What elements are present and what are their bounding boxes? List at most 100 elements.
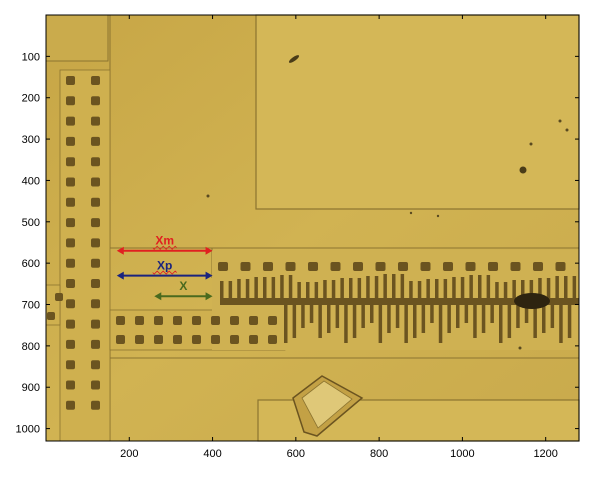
debris-particle bbox=[529, 142, 533, 146]
x-axis: 200 400 600 800 1000 1200 bbox=[120, 15, 558, 460]
comb-finger bbox=[456, 303, 460, 328]
comb-finger bbox=[374, 276, 379, 300]
comb-finger bbox=[567, 303, 572, 338]
comb-pad bbox=[465, 262, 476, 271]
debris-particle bbox=[288, 55, 300, 63]
comb-finger bbox=[280, 275, 284, 300]
via-pad bbox=[91, 136, 100, 146]
via-pad bbox=[91, 177, 100, 187]
comb-fingers-top bbox=[220, 274, 577, 300]
comb-finger bbox=[314, 282, 319, 300]
comb-finger bbox=[460, 277, 465, 300]
comb-finger bbox=[413, 303, 417, 338]
defect-blob bbox=[514, 293, 550, 309]
comb-finger bbox=[387, 303, 391, 333]
comb-pad bbox=[285, 262, 296, 271]
via-pad bbox=[211, 335, 220, 344]
comb-finger bbox=[404, 303, 408, 343]
via-pad bbox=[47, 312, 55, 320]
comb-finger bbox=[542, 303, 546, 333]
y-tick-label: 900 bbox=[22, 382, 40, 394]
via-pad bbox=[91, 218, 100, 228]
comb-finger bbox=[392, 274, 396, 300]
debris-particle bbox=[565, 128, 569, 132]
debris-particle bbox=[518, 346, 522, 350]
comb-pad bbox=[398, 262, 408, 271]
y-tick-label: 1000 bbox=[16, 424, 40, 436]
via-pad bbox=[230, 335, 239, 344]
debris-particle bbox=[436, 214, 440, 218]
via-pad bbox=[66, 400, 75, 410]
via-pad bbox=[116, 316, 125, 325]
comb-finger bbox=[331, 280, 336, 300]
via-pad bbox=[66, 299, 75, 309]
x-tick-label: 200 bbox=[120, 448, 138, 460]
via-pad bbox=[66, 197, 75, 207]
via-pad bbox=[116, 335, 125, 344]
via-pad bbox=[192, 335, 201, 344]
comb-finger bbox=[352, 303, 357, 338]
y-tick-label: 300 bbox=[22, 134, 40, 146]
comb-finger bbox=[430, 303, 434, 323]
comb-finger bbox=[435, 279, 439, 300]
x-tick-label: 600 bbox=[287, 448, 305, 460]
comb-finger bbox=[516, 303, 520, 328]
comb-pad bbox=[263, 262, 273, 271]
comb-finger bbox=[370, 303, 374, 323]
via-pad bbox=[249, 316, 258, 325]
comb-pad bbox=[488, 262, 498, 271]
comb-fingers-bottom bbox=[284, 303, 572, 343]
annotation-xp-label: Xp bbox=[157, 259, 172, 273]
comb-finger bbox=[383, 274, 387, 300]
comb-finger bbox=[521, 280, 525, 300]
comb-pads bbox=[218, 262, 566, 271]
via-pad bbox=[66, 177, 75, 187]
y-tick-label: 100 bbox=[22, 51, 40, 63]
via-pad bbox=[135, 316, 144, 325]
comb-finger bbox=[512, 280, 516, 300]
comb-pad bbox=[533, 262, 543, 271]
comb-finger bbox=[357, 278, 362, 300]
y-tick-label: 500 bbox=[22, 217, 40, 229]
comb-pad bbox=[218, 262, 228, 271]
via-pad bbox=[173, 316, 182, 325]
via-pads-left bbox=[66, 76, 100, 410]
y-axis: 100 200 300 400 500 600 700 800 900 1000 bbox=[16, 51, 579, 436]
comb-finger bbox=[254, 277, 258, 300]
via-pad bbox=[91, 299, 100, 309]
debris-particle bbox=[519, 166, 527, 174]
via-pad bbox=[66, 360, 75, 370]
comb-finger bbox=[366, 276, 370, 300]
via-pad bbox=[66, 76, 75, 85]
comb-pad bbox=[420, 262, 431, 271]
comb-finger bbox=[323, 280, 327, 300]
via-pad bbox=[91, 339, 100, 349]
comb-finger bbox=[297, 282, 301, 300]
y-tick-label: 400 bbox=[22, 175, 40, 187]
comb-finger bbox=[550, 303, 555, 328]
via-pad bbox=[268, 316, 277, 325]
comb-finger bbox=[564, 276, 568, 300]
via-pad bbox=[211, 316, 220, 325]
x-tick-label: 1000 bbox=[450, 448, 474, 460]
comb-finger bbox=[409, 281, 413, 300]
comb-finger bbox=[464, 303, 469, 323]
comb-finger bbox=[306, 282, 310, 300]
comb-finger bbox=[340, 278, 344, 300]
comb-finger bbox=[288, 275, 293, 300]
comb-finger bbox=[478, 275, 482, 300]
comb-finger bbox=[499, 303, 503, 343]
via-pad bbox=[154, 316, 163, 325]
comb-finger bbox=[473, 303, 477, 338]
annotation-xm-label: Xm bbox=[155, 234, 174, 248]
via-pad bbox=[91, 279, 100, 288]
via-pad bbox=[230, 316, 239, 325]
comb-finger bbox=[318, 303, 322, 338]
via-pad bbox=[173, 335, 182, 344]
via-pad bbox=[91, 197, 100, 207]
comb-finger bbox=[309, 303, 314, 323]
via-pad bbox=[66, 238, 75, 248]
via-pads-horizontal bbox=[47, 293, 277, 344]
debris-particle bbox=[206, 194, 210, 198]
comb-finger bbox=[443, 279, 448, 300]
